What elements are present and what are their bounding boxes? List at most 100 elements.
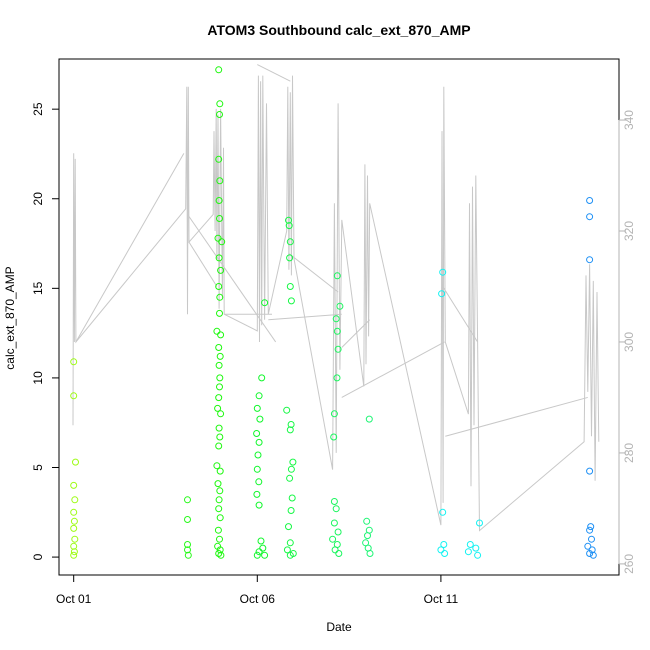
secondary-trace-line — [72, 75, 600, 532]
data-point — [257, 537, 265, 545]
data-point — [253, 551, 261, 559]
data-point — [464, 548, 472, 556]
data-point — [334, 345, 342, 353]
data-point — [287, 465, 295, 473]
y2-tick-label: 300 — [622, 332, 636, 352]
data-point — [70, 542, 78, 550]
data-point — [334, 528, 342, 536]
data-point — [333, 327, 341, 335]
x-tick-label: Oct 01 — [56, 592, 92, 606]
data-point — [589, 551, 597, 559]
data-point — [285, 523, 292, 531]
data-point — [70, 508, 78, 516]
data-point — [256, 415, 264, 423]
data-point — [285, 216, 292, 224]
data-point — [287, 421, 295, 428]
y2-tick-label: 260 — [622, 554, 636, 574]
data-point — [217, 331, 225, 339]
data-point — [584, 542, 592, 550]
data-point — [255, 501, 263, 509]
data-point — [214, 234, 222, 242]
data-point — [287, 507, 295, 514]
data-point — [333, 374, 341, 382]
data-point — [216, 215, 223, 222]
data-point — [586, 526, 594, 534]
data-point — [253, 404, 261, 412]
data-point — [214, 480, 222, 488]
data-point — [70, 524, 78, 532]
data-point — [253, 430, 261, 437]
data-point — [255, 392, 263, 400]
data-point — [286, 254, 294, 262]
data-point — [216, 383, 223, 391]
data-point — [216, 433, 224, 441]
data-point — [587, 523, 595, 531]
data-point — [332, 505, 340, 513]
data-point — [332, 315, 340, 323]
secondary-trace-connector — [268, 313, 342, 321]
data-point — [215, 344, 223, 351]
data-point — [70, 517, 78, 525]
data-point — [184, 546, 191, 554]
y-tick-label: 15 — [31, 281, 45, 295]
data-point — [472, 544, 480, 552]
data-point — [261, 299, 269, 307]
data-point — [466, 541, 474, 548]
data-point — [216, 467, 224, 475]
data-point — [215, 361, 223, 369]
data-point — [71, 496, 79, 504]
data-point — [216, 177, 224, 185]
data-point — [286, 474, 294, 482]
data-point — [72, 458, 79, 466]
secondary-trace-connector — [341, 319, 371, 348]
data-point — [259, 544, 267, 552]
data-point — [255, 478, 263, 486]
data-point — [586, 256, 594, 264]
data-point — [289, 458, 297, 466]
x-tick-label: Oct 11 — [424, 592, 459, 606]
y2-tick-label: 340 — [622, 110, 636, 130]
data-point — [588, 535, 595, 543]
data-point — [365, 415, 373, 423]
data-point — [184, 496, 191, 504]
data-point — [336, 302, 344, 310]
y-axis: 0 5 10 15 20 25 — [31, 102, 60, 560]
data-point — [217, 551, 225, 559]
y2-tick-label: 280 — [622, 443, 636, 463]
data-point — [333, 272, 341, 280]
data-point — [586, 550, 594, 557]
y-axis-title: calc_ext_870_AMP — [3, 266, 17, 369]
secondary-trace-connector — [187, 214, 277, 343]
data-point — [184, 516, 191, 523]
data-point — [216, 111, 223, 118]
data-point — [216, 374, 224, 382]
data-point — [283, 406, 291, 414]
data-point — [286, 551, 294, 559]
data-point — [216, 100, 224, 108]
data-point — [216, 514, 224, 522]
data-point — [215, 155, 223, 163]
data-point — [366, 550, 374, 557]
secondary-trace-connector — [75, 153, 185, 343]
data-point — [437, 546, 445, 554]
data-point — [215, 66, 223, 74]
secondary-trace-connector — [257, 64, 291, 82]
data-point — [214, 526, 222, 534]
data-point — [440, 541, 448, 548]
data-point — [261, 551, 269, 559]
data-point — [215, 505, 223, 513]
data-point — [253, 490, 261, 498]
data-point — [70, 551, 78, 559]
secondary-trace-connector — [188, 241, 218, 287]
data-point — [335, 550, 343, 557]
data-point — [217, 410, 225, 418]
data-point — [285, 222, 293, 230]
data-point — [586, 213, 594, 221]
secondary-y-axis: 260 280 300 320 340 — [618, 110, 636, 574]
data-point — [213, 462, 221, 470]
data-point — [215, 424, 223, 432]
data-point — [70, 548, 78, 556]
data-point — [70, 392, 78, 400]
data-point — [255, 438, 263, 446]
